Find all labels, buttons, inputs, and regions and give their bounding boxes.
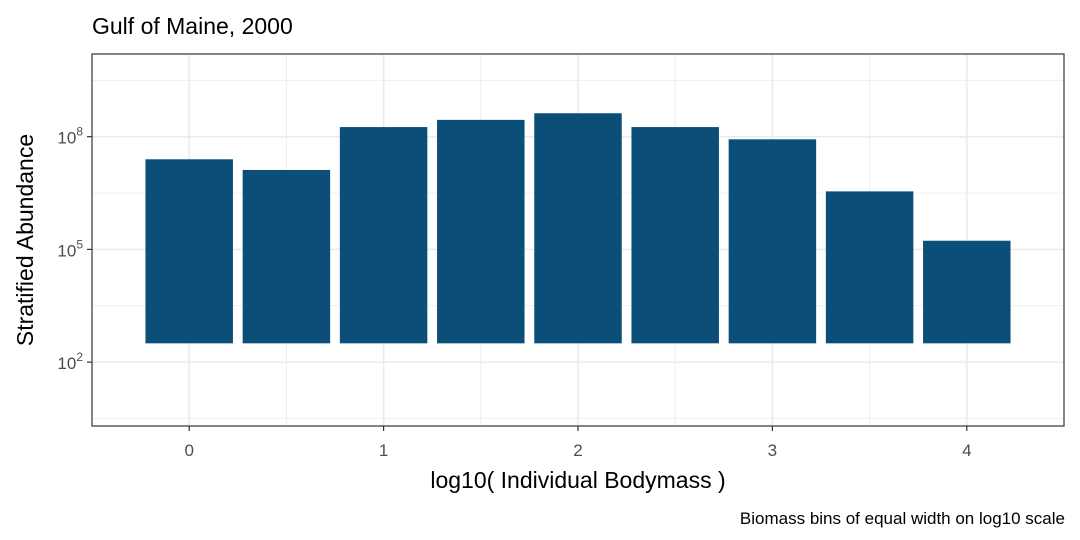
x-tick-label: 0 xyxy=(184,441,193,460)
bar xyxy=(923,240,1011,344)
chart-caption: Biomass bins of equal width on log10 sca… xyxy=(740,509,1065,528)
y-tick-label: 105 xyxy=(57,237,83,260)
bar xyxy=(242,169,331,344)
x-tick-label: 3 xyxy=(768,441,777,460)
x-axis-label: log10( Individual Bodymass ) xyxy=(430,467,725,493)
y-tick-label: 102 xyxy=(57,350,83,373)
x-tick-label: 2 xyxy=(573,441,582,460)
x-tick-label: 1 xyxy=(379,441,388,460)
bars xyxy=(145,113,1011,344)
bar xyxy=(534,113,622,344)
bar xyxy=(825,191,914,344)
y-tick-label: 108 xyxy=(57,125,83,148)
x-tick-label: 4 xyxy=(962,441,971,460)
y-axis-label: Stratified Abundance xyxy=(12,134,38,346)
chart-title: Gulf of Maine, 2000 xyxy=(92,13,293,39)
bar xyxy=(339,127,428,344)
bar xyxy=(631,127,719,344)
bar xyxy=(145,159,233,344)
bar xyxy=(437,119,525,344)
axes: 0 1 2 3 4 102 105 108 xyxy=(57,125,971,460)
bar xyxy=(728,139,817,344)
